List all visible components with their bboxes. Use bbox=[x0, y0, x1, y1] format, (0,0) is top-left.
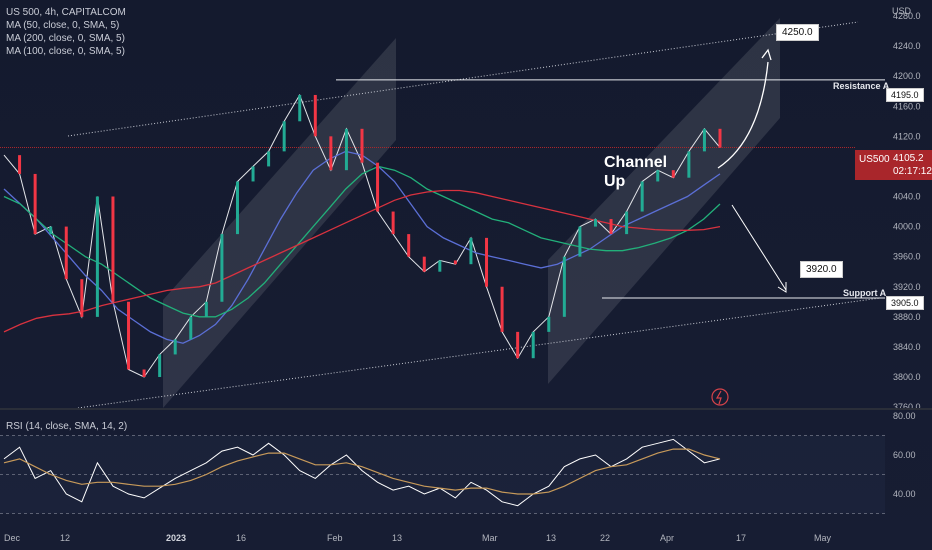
x-tick-label: Mar bbox=[482, 533, 498, 543]
y-tick-label: 3920.0 bbox=[893, 282, 921, 292]
y-tick-label: 3880.0 bbox=[893, 312, 921, 322]
flash-icon-ring bbox=[711, 388, 729, 406]
symbol-label: US500 bbox=[859, 154, 890, 165]
rsi-series-0-line bbox=[3, 438, 721, 507]
ma100-legend: MA (100, close, 0, SMA, 5) bbox=[6, 46, 125, 57]
ma200-legend: MA (200, close, 0, SMA, 5) bbox=[6, 33, 125, 44]
x-tick-label: 13 bbox=[546, 533, 556, 543]
x-tick-label: 16 bbox=[236, 533, 246, 543]
support-label: Support A bbox=[843, 288, 887, 298]
flash-icon bbox=[711, 388, 729, 406]
target-low-box[interactable]: 3920.0 bbox=[800, 261, 843, 278]
resistance-value: 4195.0 bbox=[886, 88, 924, 102]
rsi-y-tick-label: 80.00 bbox=[893, 411, 916, 421]
rsi-y-tick-label: 40.00 bbox=[893, 489, 916, 499]
chart-title: US 500, 4h, CAPITALCOM bbox=[6, 7, 126, 18]
y-tick-label: 4200.0 bbox=[893, 71, 921, 81]
rsi-band bbox=[0, 435, 885, 514]
currency-label: USD bbox=[892, 6, 912, 16]
target-high-box[interactable]: 4250.0 bbox=[776, 24, 819, 41]
rsi-legend: RSI (14, close, SMA, 14, 2) bbox=[6, 421, 128, 432]
x-tick-label: 2023 bbox=[166, 533, 186, 543]
series-3-line bbox=[3, 189, 721, 333]
support-value: 3905.0 bbox=[886, 296, 924, 310]
y-tick-label: 4000.0 bbox=[893, 222, 921, 232]
y-tick-label: 3840.0 bbox=[893, 342, 921, 352]
x-tick-label: Apr bbox=[660, 533, 674, 543]
flash-icon-bolt bbox=[715, 390, 722, 405]
upper-trendline bbox=[67, 21, 859, 137]
y-tick-label: 4280.0 bbox=[893, 11, 921, 21]
pane-separator[interactable] bbox=[0, 408, 932, 410]
y-tick-label: 4040.0 bbox=[893, 192, 921, 202]
last-price-badge: US500 4105.2 02:17:12 bbox=[855, 150, 932, 180]
x-tick-label: Dec bbox=[4, 533, 21, 543]
y-tick-label: 3760.0 bbox=[893, 402, 921, 412]
y-tick-label: 3800.0 bbox=[893, 372, 921, 382]
series-2-line bbox=[3, 165, 721, 318]
projection-arrowhead-up bbox=[761, 48, 772, 61]
ma50-legend: MA (50, close, 0, SMA, 5) bbox=[6, 20, 120, 31]
bar-countdown: 02:17:12 bbox=[893, 166, 932, 177]
x-tick-label: 22 bbox=[600, 533, 610, 543]
x-tick-label: 17 bbox=[736, 533, 746, 543]
y-tick-label: 4120.0 bbox=[893, 131, 921, 141]
projection-arrowhead-down bbox=[777, 282, 787, 293]
y-tick-label: 3960.0 bbox=[893, 252, 921, 262]
resistance-label: Resistance A bbox=[833, 81, 890, 91]
channel-band-1 bbox=[163, 38, 396, 408]
y-tick-label: 4240.0 bbox=[893, 41, 921, 51]
x-tick-label: 12 bbox=[60, 533, 70, 543]
projection-arrow-down bbox=[731, 204, 787, 291]
x-tick-label: 13 bbox=[392, 533, 402, 543]
series-0-line bbox=[3, 93, 721, 378]
chart-legend: US 500, 4h, CAPITALCOM MA (50, close, 0,… bbox=[6, 6, 126, 58]
x-tick-label: Feb bbox=[327, 533, 343, 543]
rsi-series-1-line bbox=[3, 448, 721, 495]
channel-band-2 bbox=[548, 18, 780, 384]
y-tick-label: 4160.0 bbox=[893, 101, 921, 111]
projection-arrow-up bbox=[717, 61, 769, 169]
channel-up-annotation: Channel Up bbox=[604, 154, 668, 190]
rsi-y-tick-label: 60.00 bbox=[893, 450, 916, 460]
last-price: 4105.2 bbox=[893, 153, 924, 164]
x-tick-label: May bbox=[814, 533, 832, 543]
